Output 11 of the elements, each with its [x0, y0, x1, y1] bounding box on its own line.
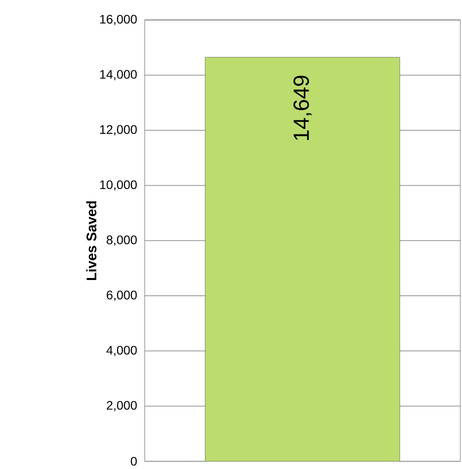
y-tick-label: 2,000	[106, 400, 137, 412]
y-tick-label: 0	[130, 456, 137, 466]
data-label: 14,649	[293, 76, 312, 140]
y-tick-label: 10,000	[100, 180, 137, 191]
y-tick-label: 8,000	[106, 235, 137, 246]
y-tick-label: 14,000	[100, 70, 137, 80]
y-tick-label: 12,000	[100, 125, 137, 136]
y-tick-label: 16,000	[100, 14, 137, 26]
y-axis-title: Lives Saved	[86, 201, 96, 280]
y-tick-label: 4,000	[106, 346, 137, 356]
y-tick-label: 6,000	[106, 290, 137, 301]
